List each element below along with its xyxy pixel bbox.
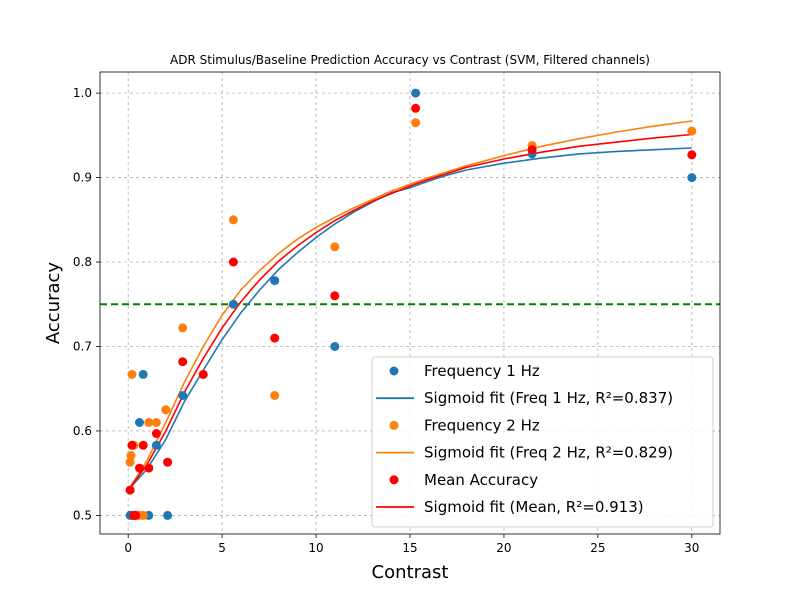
data-point [178, 391, 188, 400]
data-point [228, 257, 238, 267]
x-tick-label: 0 [124, 541, 132, 555]
data-point [178, 357, 188, 367]
y-tick-label: 0.6 [73, 424, 92, 438]
data-point [228, 215, 238, 225]
legend-marker [389, 420, 399, 430]
data-point [138, 369, 148, 379]
x-tick-label: 15 [402, 541, 417, 555]
y-tick-label: 1.0 [73, 86, 92, 100]
data-point [144, 463, 154, 473]
legend-label: Frequency 2 Hz [424, 416, 540, 434]
legend: Frequency 1 Hz Sigmoid fit (Freq 1 Hz, R²… [371, 356, 714, 528]
sigmoid-fit-curve [127, 120, 692, 491]
x-tick-label: 30 [684, 541, 699, 555]
data-point [135, 418, 144, 427]
legend-label: Frequency 1 Hz [424, 362, 540, 380]
data-point [151, 440, 161, 450]
data-point [687, 173, 697, 183]
data-point [687, 126, 697, 136]
data-point [527, 145, 537, 155]
data-point [178, 323, 188, 333]
data-point [126, 451, 136, 460]
data-point [127, 440, 137, 450]
data-point [131, 510, 141, 520]
data-point [125, 485, 135, 495]
legend-box [371, 356, 714, 528]
data-point [270, 391, 280, 400]
data-point [330, 342, 340, 351]
x-tick-label: 10 [308, 541, 323, 555]
legend-label: Sigmoid fit (Freq 1 Hz, R²=0.837) [424, 389, 673, 407]
x-tick-label: 5 [218, 541, 226, 555]
y-tick-label: 0.5 [73, 508, 92, 522]
y-axis-label: Accuracy [43, 262, 64, 345]
x-tick-label: 25 [590, 541, 605, 555]
x-axis-label: Contrast [372, 562, 449, 583]
data-point [161, 405, 171, 415]
legend-marker [389, 366, 399, 376]
data-point [411, 88, 421, 98]
legend-label: Sigmoid fit (Freq 2 Hz, R²=0.829) [424, 444, 673, 462]
y-tick-label: 0.8 [73, 255, 92, 269]
y-tick-label: 0.7 [73, 339, 92, 353]
sigmoid-fit-curve [127, 133, 692, 491]
data-point [198, 369, 208, 379]
chart-title: ADR Stimulus/Baseline Prediction Accurac… [170, 53, 650, 67]
data-point [330, 291, 340, 301]
y-tick-label: 0.9 [73, 171, 92, 185]
data-point [687, 150, 697, 160]
data-point [228, 299, 238, 309]
data-point [411, 103, 421, 113]
data-point [163, 457, 173, 467]
data-point [135, 463, 144, 473]
data-point [127, 369, 137, 379]
data-point [270, 276, 280, 286]
legend-label: Mean Accuracy [424, 471, 538, 489]
data-point [125, 457, 135, 467]
data-point [411, 118, 421, 128]
legend-label: Sigmoid fit (Mean, R²=0.913) [424, 498, 644, 516]
data-point [138, 510, 148, 520]
data-point [163, 510, 173, 520]
data-points [125, 88, 697, 520]
x-tick-label: 20 [496, 541, 511, 555]
data-point [330, 242, 340, 252]
axis-ticks: 0 5 10 15 20 25 30 0.5 0.6 0.7 0.8 0.9 1.0 [73, 86, 700, 555]
data-point [144, 418, 154, 427]
data-point [138, 440, 148, 450]
data-point [151, 418, 161, 427]
data-point [270, 333, 280, 343]
legend-marker [389, 475, 399, 485]
data-point [151, 429, 161, 438]
